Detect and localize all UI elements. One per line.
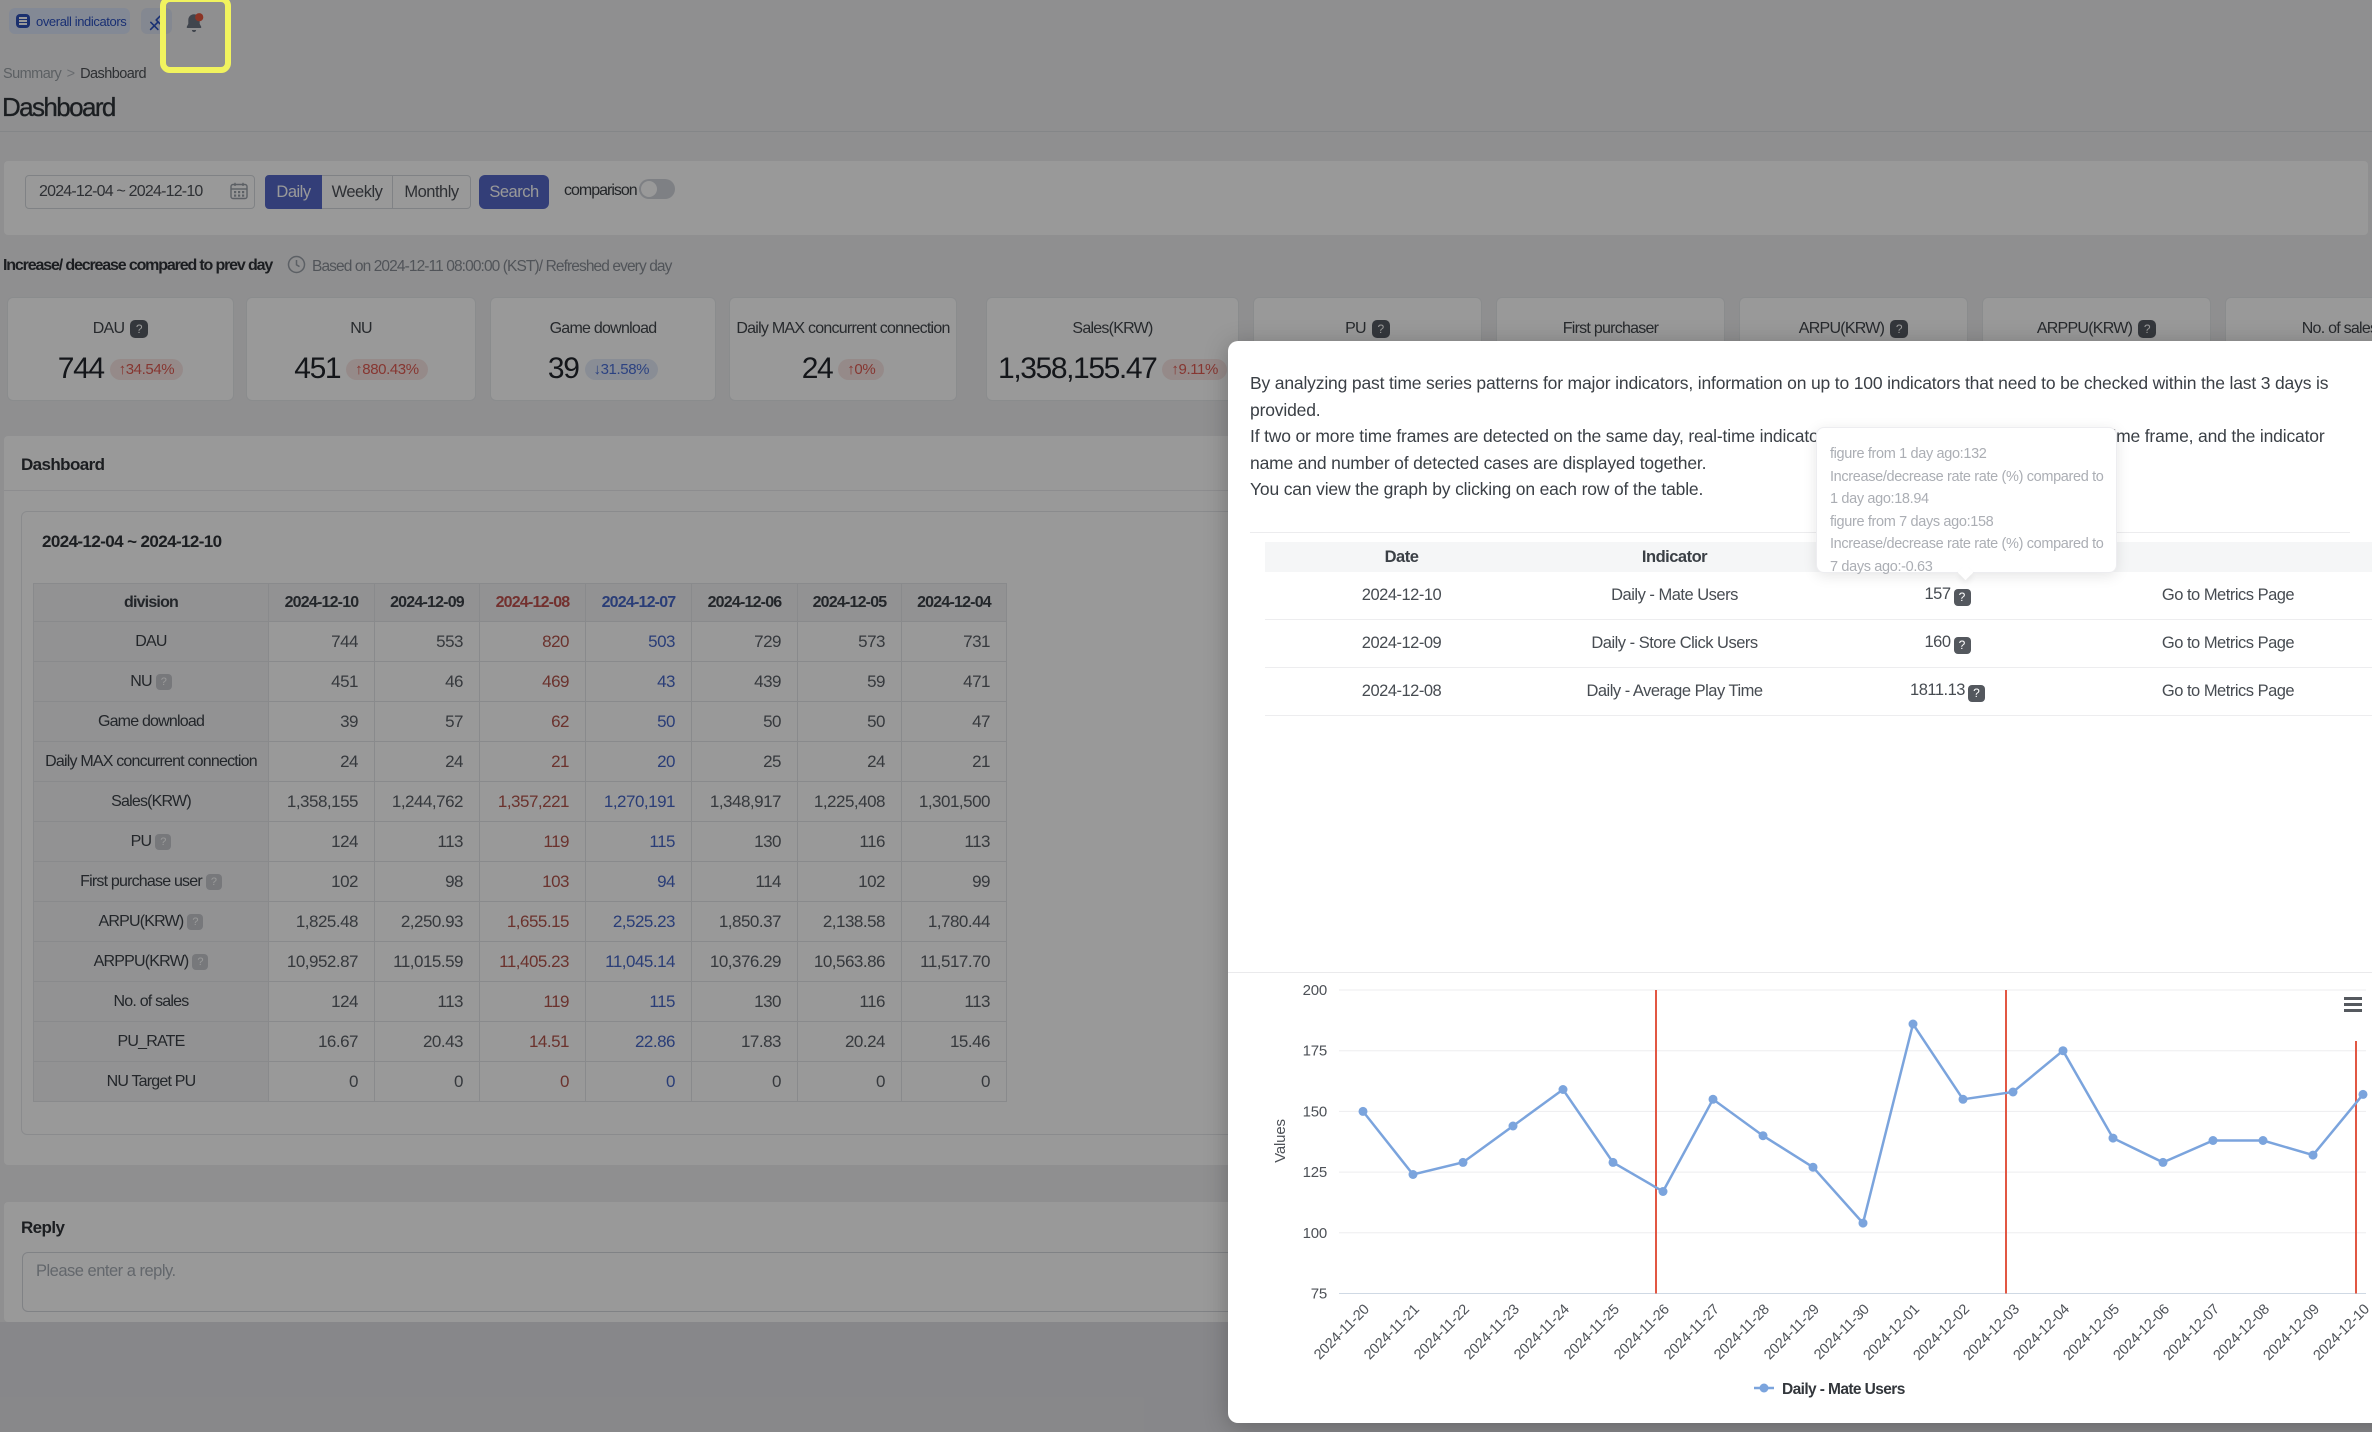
svg-text:Daily - Mate Users: Daily - Mate Users xyxy=(1782,1381,1905,1398)
svg-text:150: 150 xyxy=(1303,1103,1327,1120)
svg-text:125: 125 xyxy=(1303,1164,1327,1181)
svg-text:75: 75 xyxy=(1311,1286,1327,1303)
svg-text:175: 175 xyxy=(1303,1043,1327,1060)
svg-text:100: 100 xyxy=(1303,1225,1327,1242)
svg-text:200: 200 xyxy=(1303,982,1327,999)
svg-text:Values: Values xyxy=(1272,1119,1289,1163)
